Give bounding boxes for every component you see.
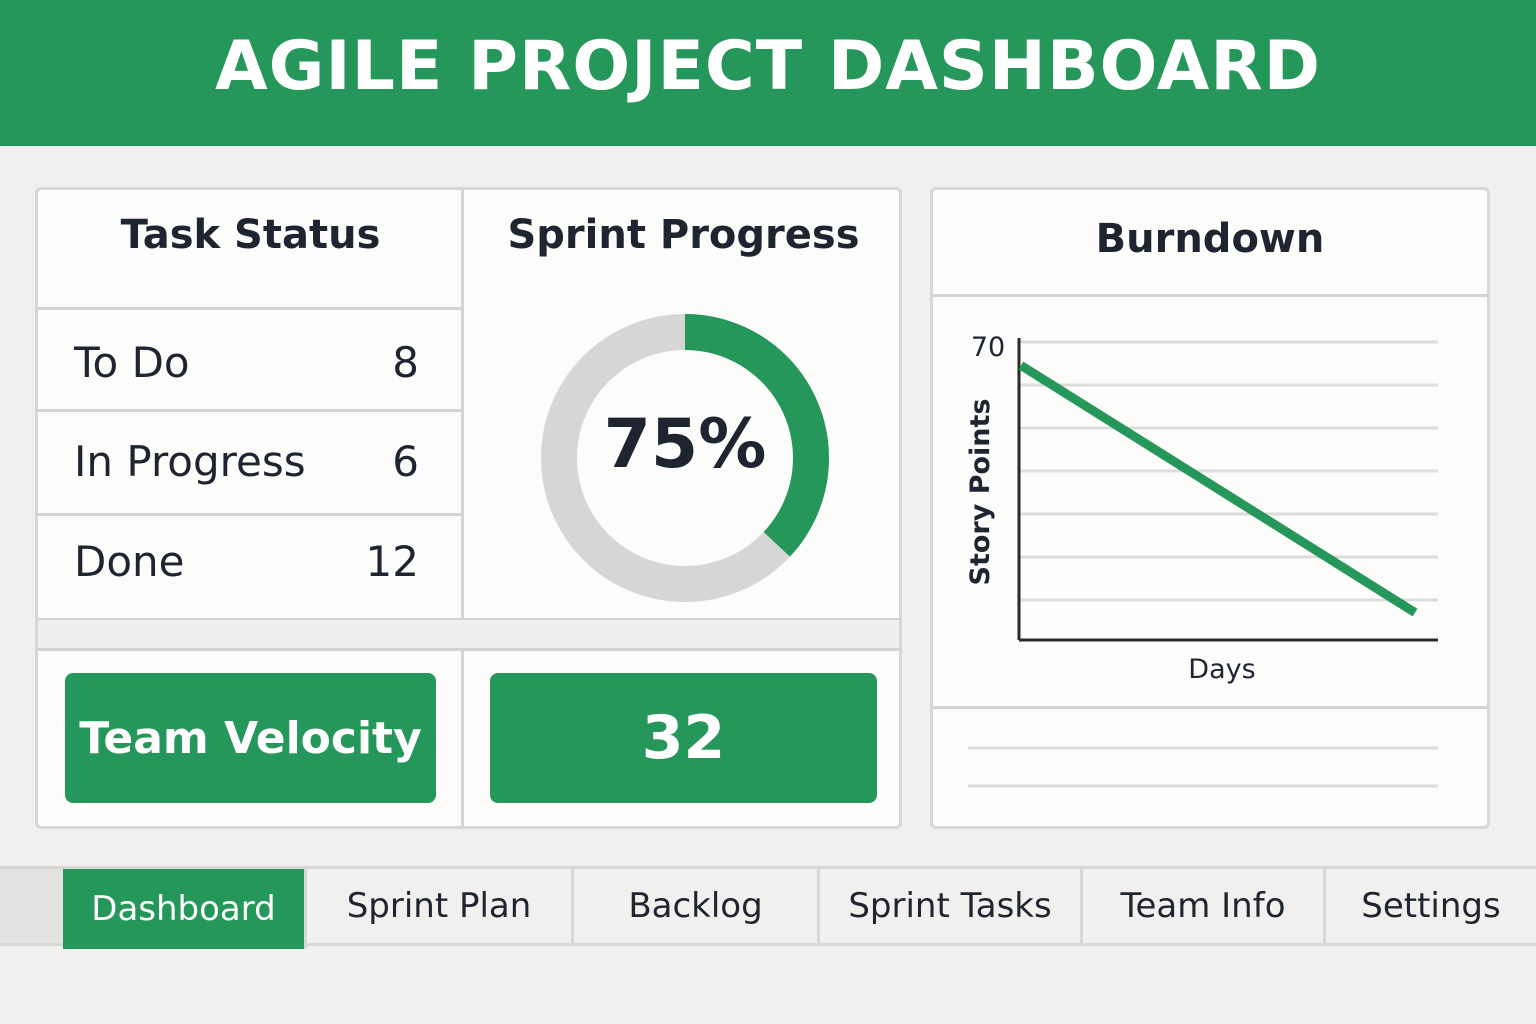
tab-backlog[interactable]: Backlog xyxy=(574,869,820,943)
tab-dashboard[interactable]: Dashboard xyxy=(63,869,307,949)
y-tick-label: 70 xyxy=(971,332,1005,363)
task-label: To Do xyxy=(74,338,190,387)
divider xyxy=(461,650,464,826)
tab-team-info[interactable]: Team Info xyxy=(1083,869,1326,943)
bottom-tab-bar: Dashboard Sprint Plan Backlog Sprint Tas… xyxy=(0,866,1536,949)
task-count: 8 xyxy=(392,338,419,387)
page-title: AGILE PROJECT DASHBOARD xyxy=(214,26,1322,106)
sprint-progress-title: Sprint Progress xyxy=(507,212,860,258)
task-count: 6 xyxy=(392,437,419,486)
task-row-done: Done 12 xyxy=(74,537,419,586)
divider xyxy=(38,648,899,651)
task-label: In Progress xyxy=(74,437,306,486)
y-axis-label: Story Points xyxy=(965,398,996,585)
tab-bar-spacer xyxy=(0,869,63,943)
divider xyxy=(933,294,1487,297)
section-band xyxy=(38,620,899,650)
tab-settings[interactable]: Settings xyxy=(1361,886,1501,926)
task-row-todo: To Do 8 xyxy=(74,338,419,387)
x-axis-label: Days xyxy=(1188,654,1255,685)
divider xyxy=(461,190,464,620)
divider xyxy=(38,513,461,516)
sprint-progress-donut xyxy=(541,314,829,602)
divider xyxy=(38,409,461,412)
sprint-progress-percent: 75% xyxy=(603,405,767,484)
divider xyxy=(38,307,461,310)
header-bar: AGILE PROJECT DASHBOARD xyxy=(0,0,1536,146)
burndown-series-line xyxy=(1018,361,1418,617)
divider xyxy=(38,618,899,620)
task-row-in-progress: In Progress 6 xyxy=(74,437,419,486)
task-count: 12 xyxy=(365,537,419,586)
divider xyxy=(933,706,1487,709)
burndown-title: Burndown xyxy=(1095,216,1325,262)
tab-sprint-plan[interactable]: Sprint Plan xyxy=(307,869,574,943)
task-label: Done xyxy=(74,537,185,586)
team-velocity-value: 32 xyxy=(490,673,877,803)
tab-sprint-tasks[interactable]: Sprint Tasks xyxy=(820,869,1083,943)
task-status-title: Task Status xyxy=(120,212,381,258)
team-velocity-label: Team Velocity xyxy=(65,673,436,803)
donut-fill xyxy=(541,314,829,602)
burndown-chart: 70 Story Points Days xyxy=(965,332,1438,788)
burndown-card: Burndown 70 Story Points Days xyxy=(930,187,1490,829)
summary-card: Task Status To Do 8 In Progress 6 Done 1… xyxy=(35,187,902,829)
